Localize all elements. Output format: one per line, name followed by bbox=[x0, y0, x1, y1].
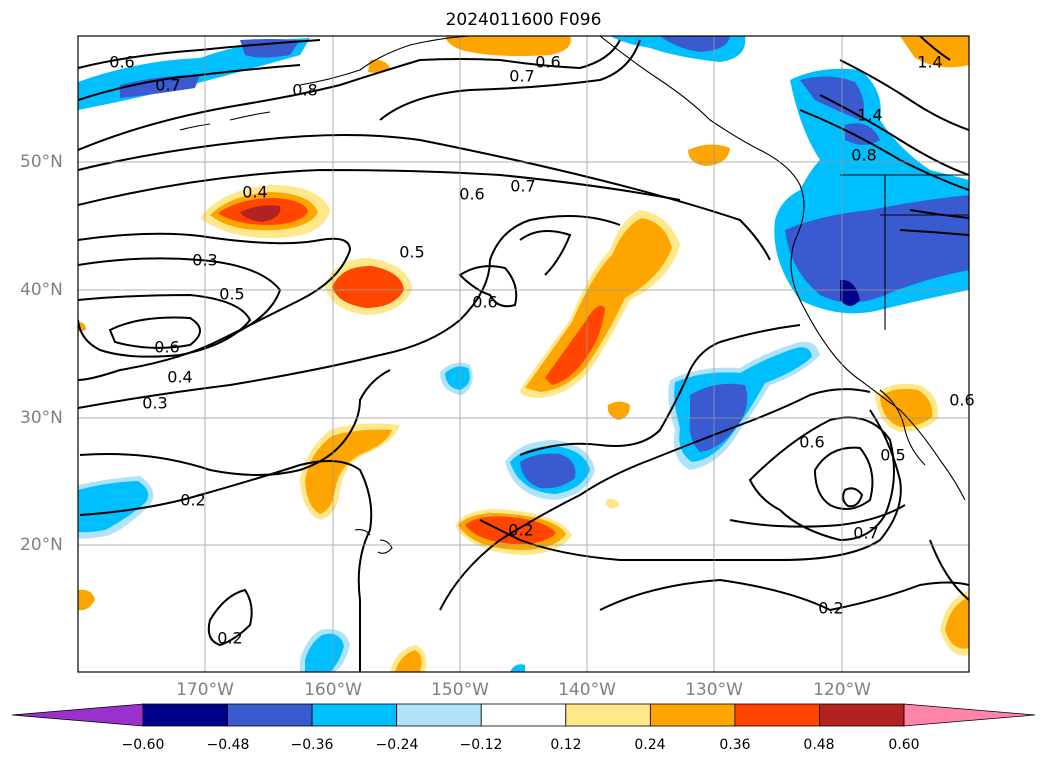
colorbar-extend-low bbox=[11, 703, 144, 727]
lon-label-120w: 120°W bbox=[813, 680, 871, 700]
contour-label: 0.8 bbox=[851, 145, 877, 165]
colorbar-tick: −0.12 bbox=[459, 737, 503, 753]
colorbar-tick: 0.60 bbox=[888, 737, 920, 753]
contour-label: 0.2 bbox=[180, 490, 206, 510]
contour-label: 0.7 bbox=[509, 66, 535, 86]
contour-label: 0.6 bbox=[472, 292, 498, 312]
shaded-field-layer bbox=[78, 36, 969, 672]
colorbar-tick: −0.24 bbox=[375, 737, 419, 753]
colorbar-tick: 0.48 bbox=[803, 737, 835, 753]
contour-label: 0.6 bbox=[154, 337, 180, 357]
contour-label: 0.7 bbox=[510, 176, 536, 196]
contour-label: 0.2 bbox=[818, 598, 844, 618]
colorbar-extend-high bbox=[903, 703, 1036, 727]
contour-label: 1.4 bbox=[917, 52, 943, 72]
colorbar-segment bbox=[565, 703, 651, 727]
graticule bbox=[78, 36, 969, 672]
contour-label: 0.2 bbox=[508, 520, 534, 540]
contour-label: 0.6 bbox=[109, 52, 135, 72]
contour-label: 0.4 bbox=[242, 182, 268, 202]
lat-label-30n: 30°N bbox=[20, 408, 63, 428]
lon-label-150w: 150°W bbox=[431, 680, 489, 700]
contour-label: 0.5 bbox=[399, 242, 425, 262]
lat-label-40n: 40°N bbox=[20, 280, 63, 300]
colorbar-segment bbox=[227, 703, 313, 727]
contour-label: 0.7 bbox=[155, 75, 181, 95]
colorbar-tick: −0.60 bbox=[121, 737, 165, 753]
contour-layer bbox=[78, 36, 969, 672]
lon-label-130w: 130°W bbox=[685, 680, 743, 700]
contour-label: 0.3 bbox=[142, 393, 168, 413]
lat-label-50n: 50°N bbox=[20, 152, 63, 172]
contour-label: 0.8 bbox=[292, 80, 318, 100]
colorbar bbox=[11, 703, 1036, 727]
contour-label: 0.6 bbox=[535, 52, 561, 72]
contour-label: 0.3 bbox=[192, 250, 218, 270]
coastline-layer bbox=[179, 36, 969, 554]
lat-label-20n: 20°N bbox=[20, 535, 63, 555]
colorbar-segment bbox=[311, 703, 398, 727]
colorbar-segment bbox=[142, 703, 228, 727]
colorbar-tick: −0.48 bbox=[206, 737, 250, 753]
lon-label-140w: 140°W bbox=[558, 680, 616, 700]
contour-label: 0.5 bbox=[880, 445, 906, 465]
colorbar-tick: −0.36 bbox=[290, 737, 334, 753]
colorbar-tick: 0.36 bbox=[719, 737, 751, 753]
colorbar-segment bbox=[819, 703, 905, 727]
lon-label-160w: 160°W bbox=[304, 680, 362, 700]
colorbar-segment bbox=[734, 703, 820, 727]
colorbar-segment bbox=[649, 703, 736, 727]
contour-label: 0.6 bbox=[459, 184, 485, 204]
contour-label: 0.6 bbox=[949, 390, 975, 410]
colorbar-tick: 0.12 bbox=[550, 737, 582, 753]
colorbar-segment bbox=[480, 703, 567, 727]
map-title: 2024011600 F096 bbox=[445, 10, 602, 30]
contour-label: 1.4 bbox=[857, 105, 883, 125]
contour-label: 0.5 bbox=[219, 284, 245, 304]
contour-label: 0.2 bbox=[217, 628, 243, 648]
colorbar-segment bbox=[396, 703, 482, 727]
colorbar-tick: 0.24 bbox=[634, 737, 666, 753]
contour-label: 0.4 bbox=[167, 367, 193, 387]
map-frame bbox=[77, 35, 970, 673]
contour-label: 0.6 bbox=[799, 432, 825, 452]
lon-label-170w: 170°W bbox=[176, 680, 234, 700]
contour-label: 0.7 bbox=[853, 523, 879, 543]
